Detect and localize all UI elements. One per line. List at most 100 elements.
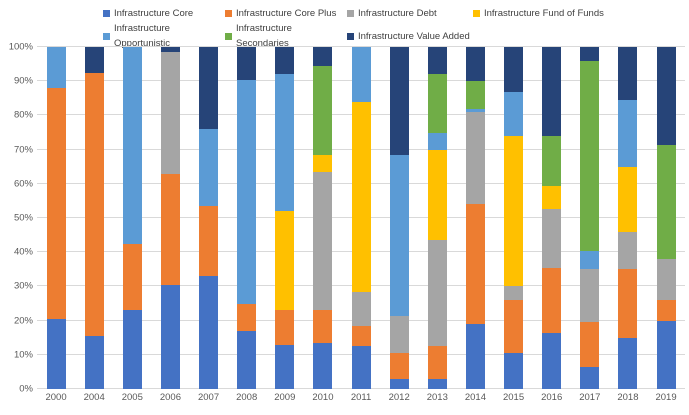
segment-infrastructure-value-added-2012	[389, 47, 409, 155]
segment-infrastructure-debt-2016	[542, 209, 562, 268]
legend-swatch-icon	[103, 10, 110, 17]
legend-item-infrastructure-secondaries: Infrastructure Secondaries	[225, 21, 347, 51]
stacked-bar-2013	[427, 47, 447, 389]
stacked-bar-2007	[199, 47, 219, 389]
segment-infrastructure-debt-2014	[465, 112, 485, 205]
y-axis-tick-70%: 70%	[13, 144, 33, 156]
segment-infrastructure-value-added-2018	[618, 47, 638, 101]
legend-swatch-icon	[225, 10, 232, 17]
stacked-bar-2017	[580, 47, 600, 389]
segment-infrastructure-fund-of-funds-2013	[427, 149, 447, 241]
segment-infrastructure-core-plus-2008	[237, 303, 257, 331]
segment-infrastructure-opportunistic-2015	[504, 91, 524, 136]
bar-column-2000	[37, 47, 75, 389]
segment-infrastructure-secondaries-2017	[580, 60, 600, 251]
legend-label: Infrastructure Secondaries	[236, 23, 292, 49]
x-axis-tick-2004: 2004	[83, 392, 105, 403]
segment-infrastructure-fund-of-funds-2011	[351, 101, 371, 292]
segment-infrastructure-core-plus-2016	[542, 267, 562, 333]
segment-infrastructure-core-2006	[160, 284, 180, 389]
segment-infrastructure-core-plus-2004	[84, 72, 104, 336]
bar-column-2006	[151, 47, 189, 389]
y-axis-tick-100%: 100%	[8, 41, 33, 53]
stacked-bar-2018	[618, 47, 638, 389]
x-axis-tick-2011: 2011	[350, 392, 372, 403]
x-axis-tick-2007: 2007	[197, 392, 220, 403]
legend-row-2: Infrastructure Opportunistic Infrastructu…	[103, 21, 689, 51]
plot-area	[37, 46, 685, 389]
stacked-bar-2011	[351, 47, 371, 389]
x-axis-tick-2000: 2000	[45, 392, 67, 403]
segment-infrastructure-value-added-2004	[84, 47, 104, 73]
segment-infrastructure-value-added-2019	[656, 47, 676, 145]
stacked-bar-2006	[160, 47, 180, 389]
legend-label: Infrastructure Core	[114, 8, 194, 19]
segment-infrastructure-core-plus-2011	[351, 325, 371, 347]
segment-infrastructure-opportunistic-2000	[46, 47, 66, 89]
y-axis-tick-90%: 90%	[13, 75, 33, 87]
bar-column-2009	[266, 47, 304, 389]
segment-infrastructure-value-added-2006	[160, 47, 180, 53]
x-axis-tick-2015: 2015	[502, 392, 525, 403]
segment-infrastructure-debt-2012	[389, 315, 409, 354]
gridline-100%	[37, 46, 685, 47]
segment-infrastructure-core-2018	[618, 337, 638, 389]
segment-infrastructure-core-plus-2012	[389, 353, 409, 379]
y-axis-tick-30%: 30%	[13, 280, 33, 292]
segment-infrastructure-value-added-2007	[199, 47, 219, 130]
bar-column-2018	[609, 47, 647, 389]
y-axis-tick-0%: 0%	[19, 383, 33, 395]
x-axis-tick-2016: 2016	[541, 392, 563, 403]
segment-infrastructure-core-plus-2018	[618, 269, 638, 338]
segment-infrastructure-secondaries-2010	[313, 65, 333, 155]
segment-infrastructure-core-plus-2013	[427, 346, 447, 379]
y-axis: 0% 10% 20% 30% 40% 50% 60% 70% 80% 90% 100%	[0, 42, 33, 395]
legend-row-1: Infrastructure Core Infrastructure Core P…	[103, 6, 689, 21]
y-axis-tick-80%: 80%	[13, 109, 33, 121]
segment-infrastructure-core-2010	[313, 342, 333, 389]
segment-infrastructure-debt-2017	[580, 269, 600, 323]
legend-item-infrastructure-opportunistic: Infrastructure Opportunistic	[103, 21, 225, 51]
segment-infrastructure-fund-of-funds-2015	[504, 135, 524, 287]
stacked-bar-2004	[84, 47, 104, 389]
chart-legend: Infrastructure Core Infrastructure Core P…	[103, 6, 689, 51]
bar-column-2012	[380, 47, 418, 389]
y-axis-tick-40%: 40%	[13, 246, 33, 258]
stacked-bar-2019	[656, 47, 676, 389]
bar-column-2005	[113, 47, 151, 389]
stacked-bar-2009	[275, 47, 295, 389]
x-axis-tick-2012: 2012	[388, 392, 410, 403]
segment-infrastructure-opportunistic-2005	[122, 47, 142, 244]
segment-infrastructure-core-2016	[542, 332, 562, 389]
segment-infrastructure-opportunistic-2013	[427, 132, 447, 150]
segment-infrastructure-core-plus-2006	[160, 173, 180, 285]
stacked-bar-2005	[122, 47, 142, 389]
segment-infrastructure-core-plus-2017	[580, 322, 600, 367]
x-axis-tick-2008: 2008	[236, 392, 258, 403]
segment-infrastructure-debt-2013	[427, 240, 447, 347]
segment-infrastructure-fund-of-funds-2016	[542, 185, 562, 210]
x-axis-tick-2006: 2006	[159, 392, 181, 403]
segment-infrastructure-core-plus-2009	[275, 310, 295, 345]
segment-infrastructure-core-2019	[656, 320, 676, 389]
x-axis: 2000 2004 2005 2006 2007 2008 2009 2010 2011 2012…	[37, 392, 685, 403]
stacked-bar-2012	[389, 47, 409, 389]
segment-infrastructure-core-plus-2000	[46, 88, 66, 319]
segment-infrastructure-core-2011	[351, 346, 371, 389]
segment-infrastructure-core-2005	[122, 310, 142, 389]
segment-infrastructure-opportunistic-2008	[237, 79, 257, 304]
segment-infrastructure-debt-2010	[313, 171, 333, 311]
x-axis-tick-2005: 2005	[121, 392, 143, 403]
segment-infrastructure-opportunistic-2007	[199, 129, 219, 207]
segment-infrastructure-core-2013	[427, 378, 447, 389]
x-axis-tick-2010: 2010	[312, 392, 334, 403]
segment-infrastructure-opportunistic-2012	[389, 154, 409, 316]
segment-infrastructure-debt-2011	[351, 291, 371, 326]
segment-infrastructure-core-2017	[580, 366, 600, 389]
segment-infrastructure-debt-2018	[618, 231, 638, 270]
x-axis-tick-2019: 2019	[655, 392, 677, 403]
segment-infrastructure-fund-of-funds-2010	[313, 154, 333, 172]
legend-label: Infrastructure Fund of Funds	[484, 8, 604, 19]
stacked-bar-2014	[465, 47, 485, 389]
